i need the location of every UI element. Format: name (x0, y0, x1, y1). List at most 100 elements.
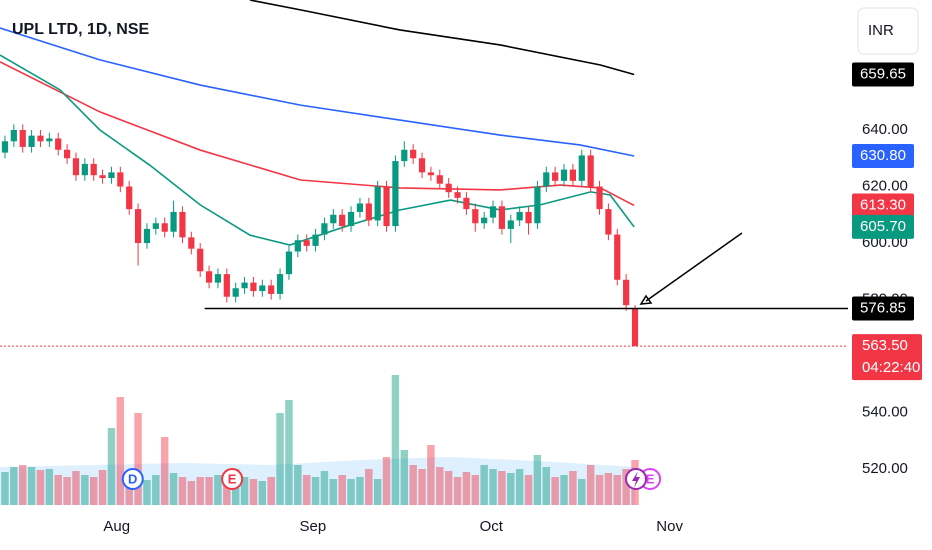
event-marker (221, 468, 244, 490)
volume-bar (400, 450, 409, 505)
candle-body (134, 209, 142, 244)
volume-bar (98, 470, 107, 505)
ma-value-label-box (852, 62, 914, 87)
candle-body (170, 211, 177, 232)
candle-body (587, 155, 594, 187)
volume-bar (36, 470, 45, 505)
volume-bar (409, 465, 417, 505)
volume-bar (302, 475, 311, 505)
volume-bar (533, 455, 542, 505)
volume-bar (89, 477, 98, 505)
volume-bar (214, 475, 222, 505)
candle-body (339, 214, 346, 227)
volume-bar (586, 465, 595, 505)
volume-bar (63, 477, 71, 505)
volume-bar (276, 413, 284, 505)
volume-bar (267, 477, 275, 505)
volume-bar (187, 481, 196, 505)
price-label-box (852, 296, 914, 321)
candle-body (37, 135, 44, 142)
candle-body (223, 274, 230, 297)
candle-body (117, 172, 124, 187)
volume-bar (72, 471, 80, 505)
candle-body (321, 223, 328, 235)
candle-body (312, 234, 319, 246)
candle-body (392, 161, 399, 227)
volume-bar (116, 397, 125, 505)
candle-body (472, 209, 479, 224)
y-tick-label: 540.00 (862, 404, 908, 421)
volume-bar (462, 472, 471, 505)
candle-body (259, 285, 266, 292)
volume-bar (81, 475, 89, 505)
candle-body (143, 228, 151, 244)
candle-body (152, 223, 159, 229)
candle-body (614, 234, 621, 280)
candle-body (99, 175, 106, 179)
volume-bar (249, 479, 258, 505)
candle-body (498, 206, 506, 229)
volume-bar (382, 457, 391, 505)
candle-body (410, 149, 417, 159)
ma-value-label: 613.30 (860, 196, 906, 213)
volume-bar (178, 477, 187, 505)
candle-body (108, 172, 115, 179)
candle-body (401, 149, 408, 162)
volume-bar (524, 475, 533, 505)
volume-bar (604, 473, 613, 505)
candle-body (303, 240, 310, 246)
x-tick-label: Sep (300, 518, 327, 535)
candle-body (179, 211, 186, 238)
candle-body (81, 163, 88, 176)
volume-bar (595, 475, 604, 505)
volume-bar (347, 479, 355, 505)
candle-body (90, 163, 97, 176)
volume-bar (622, 469, 630, 505)
countdown: 04:22:40 (862, 359, 920, 376)
volume-bar (365, 469, 373, 505)
ma-value-label-box (852, 143, 914, 168)
ma-value-label: 659.65 (860, 65, 906, 82)
candle-body (383, 186, 390, 227)
volume-bar (223, 475, 231, 505)
candle-body (10, 129, 17, 142)
candle-body (276, 274, 284, 294)
volume-bar (240, 477, 249, 505)
volume-bar (373, 479, 382, 505)
candle-body (445, 183, 452, 193)
y-tick-label: 520.00 (862, 460, 908, 477)
y-tick-label: 640.00 (862, 121, 908, 138)
volume-bar (551, 477, 559, 505)
candle-body (126, 186, 133, 210)
price-label: 563.50 (862, 337, 908, 354)
candle-body (285, 251, 293, 275)
candle-body (55, 138, 62, 150)
volume-bar (471, 475, 480, 505)
volume-bar (18, 465, 27, 505)
volume-bar (560, 475, 568, 505)
candle-body (268, 285, 275, 294)
currency-label: INR (868, 22, 894, 39)
ma-value-label-box (852, 214, 914, 239)
volume-bar (125, 475, 133, 505)
currency-box[interactable] (857, 7, 919, 55)
event-marker (121, 468, 144, 490)
candle-body (214, 274, 222, 283)
candle-body (436, 175, 443, 184)
volume-bar (152, 475, 160, 505)
volume-bar (143, 480, 151, 505)
volume-bar (453, 477, 462, 505)
candle-body (241, 282, 248, 289)
volume-bar (391, 375, 400, 505)
candle-body (507, 220, 514, 229)
ma-value-label: 630.80 (860, 147, 906, 164)
volume-bar (285, 400, 293, 505)
candle-body (374, 186, 381, 221)
candle-body (188, 237, 195, 249)
volume-bar (107, 428, 116, 505)
volume-bar (356, 477, 364, 505)
candle-body (161, 223, 168, 232)
volume-bar (489, 469, 497, 505)
candle-body (596, 186, 603, 210)
event-label: D (128, 471, 137, 486)
